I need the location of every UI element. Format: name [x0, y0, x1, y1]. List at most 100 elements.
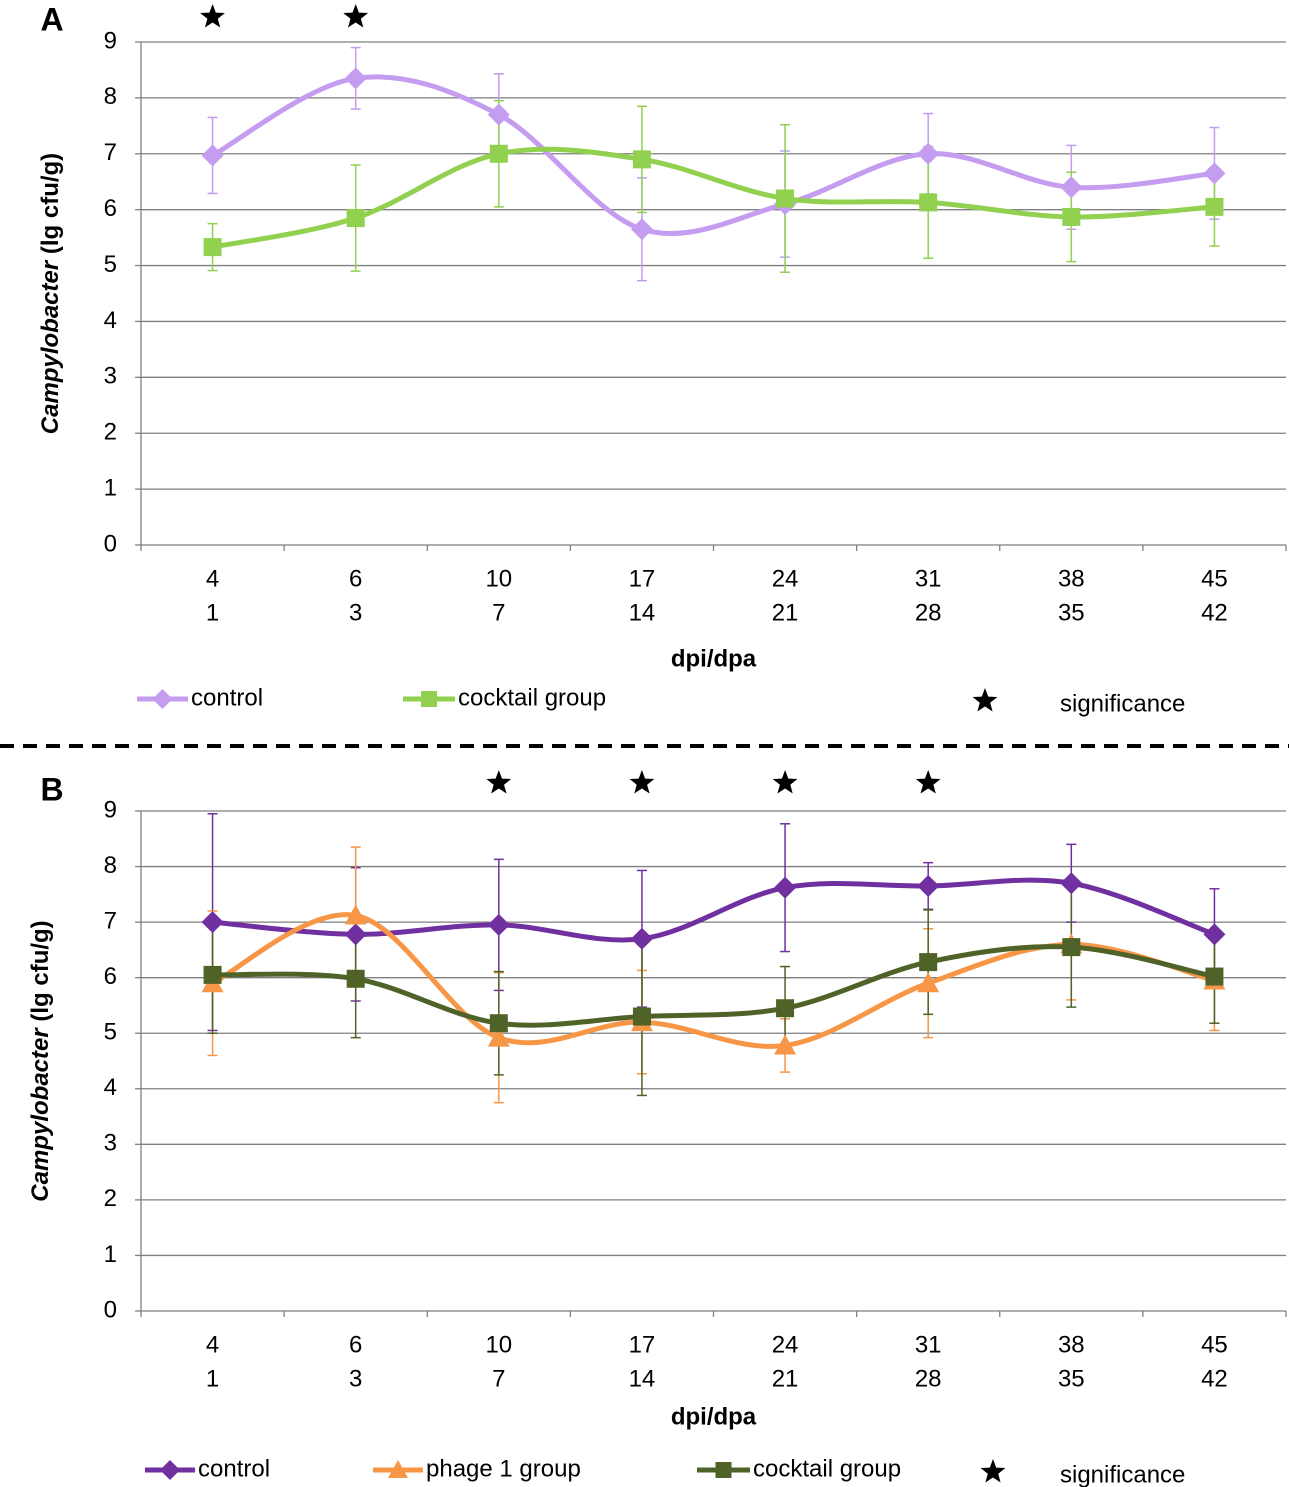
x-tick-label-secondary: 28	[915, 1365, 942, 1392]
legend-star	[980, 1459, 1006, 1483]
x-tick-label-secondary: 1	[206, 1365, 219, 1392]
y-tick-label: 1	[104, 474, 117, 501]
y-tick-label: 6	[104, 963, 117, 990]
legend-marker	[421, 691, 437, 707]
x-tick-label: 24	[772, 1331, 799, 1358]
legend-label: significance	[1060, 690, 1185, 717]
legend-label: cocktail group	[458, 684, 606, 711]
data-point	[630, 927, 653, 950]
x-tick-label-secondary: 21	[772, 1365, 799, 1392]
y-tick-label: 7	[104, 139, 117, 166]
data-point	[344, 923, 367, 946]
data-point	[917, 875, 940, 897]
data-point	[776, 189, 795, 208]
data-point	[487, 913, 510, 936]
legend-marker	[152, 689, 173, 709]
y-axis-title-part: Campylobacter	[37, 259, 64, 434]
y-tick-label: 2	[104, 419, 117, 446]
legend-marker	[715, 1462, 732, 1478]
data-point	[1060, 872, 1083, 895]
data-point	[203, 238, 222, 257]
x-tick-label: 6	[349, 565, 362, 592]
data-point	[1203, 162, 1226, 185]
data-point	[774, 876, 797, 899]
legend-star	[972, 688, 998, 712]
y-axis-title-part: Campylobacter	[27, 1027, 54, 1202]
legend-label: control	[191, 684, 263, 711]
y-tick-label: 2	[104, 1185, 117, 1212]
x-tick-label: 38	[1058, 565, 1085, 592]
x-tick-label: 17	[629, 565, 656, 592]
x-tick-label-secondary: 14	[629, 1365, 656, 1392]
x-tick-label: 10	[485, 565, 512, 592]
x-tick-label-secondary: 42	[1201, 1365, 1228, 1392]
series-line	[212, 877, 1216, 943]
panel-label: A	[40, 1, 63, 37]
data-point	[632, 1007, 651, 1026]
x-axis-title: dpi/dpa	[671, 645, 757, 672]
legend-label: significance	[1060, 1461, 1185, 1487]
data-point	[919, 953, 938, 972]
data-point	[346, 209, 365, 228]
legend-marker	[388, 1460, 408, 1478]
data-point	[776, 999, 795, 1018]
y-tick-label: 9	[104, 796, 117, 823]
x-tick-label-secondary: 7	[492, 599, 505, 626]
data-point	[487, 1026, 510, 1047]
y-tick-label: 0	[104, 530, 117, 557]
data-point	[1062, 938, 1081, 957]
legend-label: control	[198, 1455, 270, 1482]
x-tick-label: 17	[629, 1331, 656, 1358]
y-tick-label: 6	[104, 195, 117, 222]
data-point	[346, 969, 365, 988]
x-tick-label-secondary: 21	[772, 599, 799, 626]
significance-star	[772, 770, 798, 794]
significance-star	[343, 4, 369, 28]
x-tick-label: 31	[915, 1331, 942, 1358]
data-point	[203, 965, 222, 984]
x-tick-label-secondary: 1	[206, 599, 219, 626]
data-point	[1203, 923, 1226, 946]
data-point	[1062, 207, 1081, 226]
x-axis-title: dpi/dpa	[671, 1403, 757, 1430]
y-axis-title: Campylobacter (lg cfu/g)	[27, 920, 54, 1201]
data-point	[344, 904, 367, 925]
x-tick-label: 24	[772, 565, 799, 592]
significance-star	[915, 770, 941, 794]
x-tick-label: 4	[206, 565, 219, 592]
y-tick-label: 5	[104, 1019, 117, 1046]
x-tick-label-secondary: 35	[1058, 1365, 1085, 1392]
data-point	[489, 1014, 508, 1033]
data-point	[632, 150, 651, 169]
series-line	[211, 74, 1215, 236]
y-tick-label: 9	[104, 27, 117, 54]
y-tick-label: 8	[104, 852, 117, 879]
y-tick-label: 0	[104, 1296, 117, 1323]
x-tick-label: 10	[485, 1331, 512, 1358]
y-axis-title-part: (lg cfu/g)	[37, 153, 64, 261]
data-point	[917, 972, 940, 993]
x-tick-label-secondary: 35	[1058, 599, 1085, 626]
data-point	[489, 144, 508, 163]
y-axis-title-part: (lg cfu/g)	[27, 920, 54, 1028]
series-line	[212, 146, 1215, 250]
significance-star	[486, 770, 512, 794]
significance-star	[629, 770, 655, 794]
series-line	[212, 944, 1215, 1028]
legend-label: cocktail group	[753, 1455, 901, 1482]
x-tick-label-secondary: 3	[349, 1365, 362, 1392]
y-tick-label: 4	[104, 1074, 117, 1101]
data-point	[1205, 967, 1224, 986]
x-tick-label-secondary: 14	[629, 599, 656, 626]
x-tick-label: 4	[206, 1331, 219, 1358]
x-tick-label: 45	[1201, 565, 1228, 592]
data-point	[201, 144, 224, 167]
y-tick-label: 3	[104, 1130, 117, 1157]
data-point	[201, 911, 224, 934]
data-point	[917, 142, 940, 165]
x-tick-label: 45	[1201, 1331, 1228, 1358]
y-tick-label: 4	[104, 307, 117, 334]
data-point	[344, 67, 367, 90]
